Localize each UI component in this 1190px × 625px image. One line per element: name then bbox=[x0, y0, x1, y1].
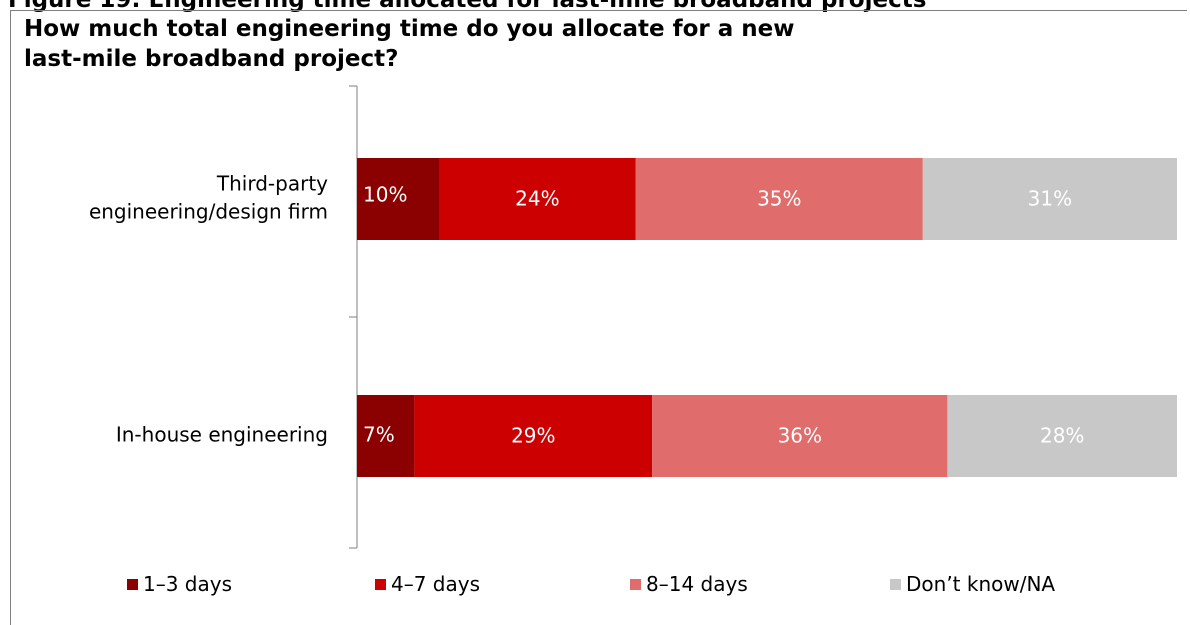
bar-segment bbox=[922, 158, 1177, 240]
legend-swatch bbox=[127, 578, 138, 590]
bars: 10% 24% 35% 31% 7% 29% 36% 28% bbox=[357, 158, 1177, 477]
legend-item: 1–3 days bbox=[127, 572, 232, 596]
bar-segment bbox=[414, 395, 653, 477]
legend: 1–3 days 4–7 days 8–14 days Don’t know/NA bbox=[0, 572, 1190, 602]
bar-segment bbox=[357, 158, 439, 240]
data-label: 31% bbox=[1028, 187, 1072, 211]
legend-label: 1–3 days bbox=[143, 572, 233, 596]
legend-item: Don’t know/NA bbox=[890, 572, 1055, 596]
data-label: 29% bbox=[511, 424, 555, 448]
category-labels: Third-party engineering/design firm In-hou… bbox=[89, 172, 328, 447]
bar-segment bbox=[947, 395, 1177, 477]
category-axis bbox=[349, 85, 358, 549]
legend-item: 8–14 days bbox=[630, 572, 748, 596]
category-label: In-house engineering bbox=[116, 423, 328, 447]
chart-title: How much total engineering time do you a… bbox=[24, 16, 795, 72]
data-label: 36% bbox=[778, 424, 822, 448]
chart-frame bbox=[10, 10, 1187, 625]
bar-segment bbox=[635, 158, 923, 240]
data-label: 28% bbox=[1040, 424, 1084, 448]
figure-caption: Figure 19: Engineering time allocated fo… bbox=[8, 0, 927, 13]
data-label: 10% bbox=[363, 183, 407, 207]
data-label: 35% bbox=[757, 187, 801, 211]
data-label: 7% bbox=[363, 423, 395, 447]
bar-segment bbox=[357, 395, 415, 477]
legend-swatch bbox=[890, 578, 901, 590]
legend-swatch bbox=[375, 578, 386, 590]
legend-label: 4–7 days bbox=[391, 572, 481, 596]
category-label: Third-party engineering/design firm bbox=[89, 172, 328, 224]
legend-label: Don’t know/NA bbox=[906, 572, 1056, 596]
bar-segment bbox=[652, 395, 948, 477]
legend-swatch bbox=[630, 578, 641, 590]
legend-item: 4–7 days bbox=[375, 572, 480, 596]
chart-plot: 10% 24% 35% 31% 7% 29% 36% 28% Third-party engin… bbox=[89, 85, 1177, 549]
data-label: 24% bbox=[515, 187, 559, 211]
legend-label: 8–14 days bbox=[646, 572, 748, 596]
bar-segment bbox=[439, 158, 636, 240]
